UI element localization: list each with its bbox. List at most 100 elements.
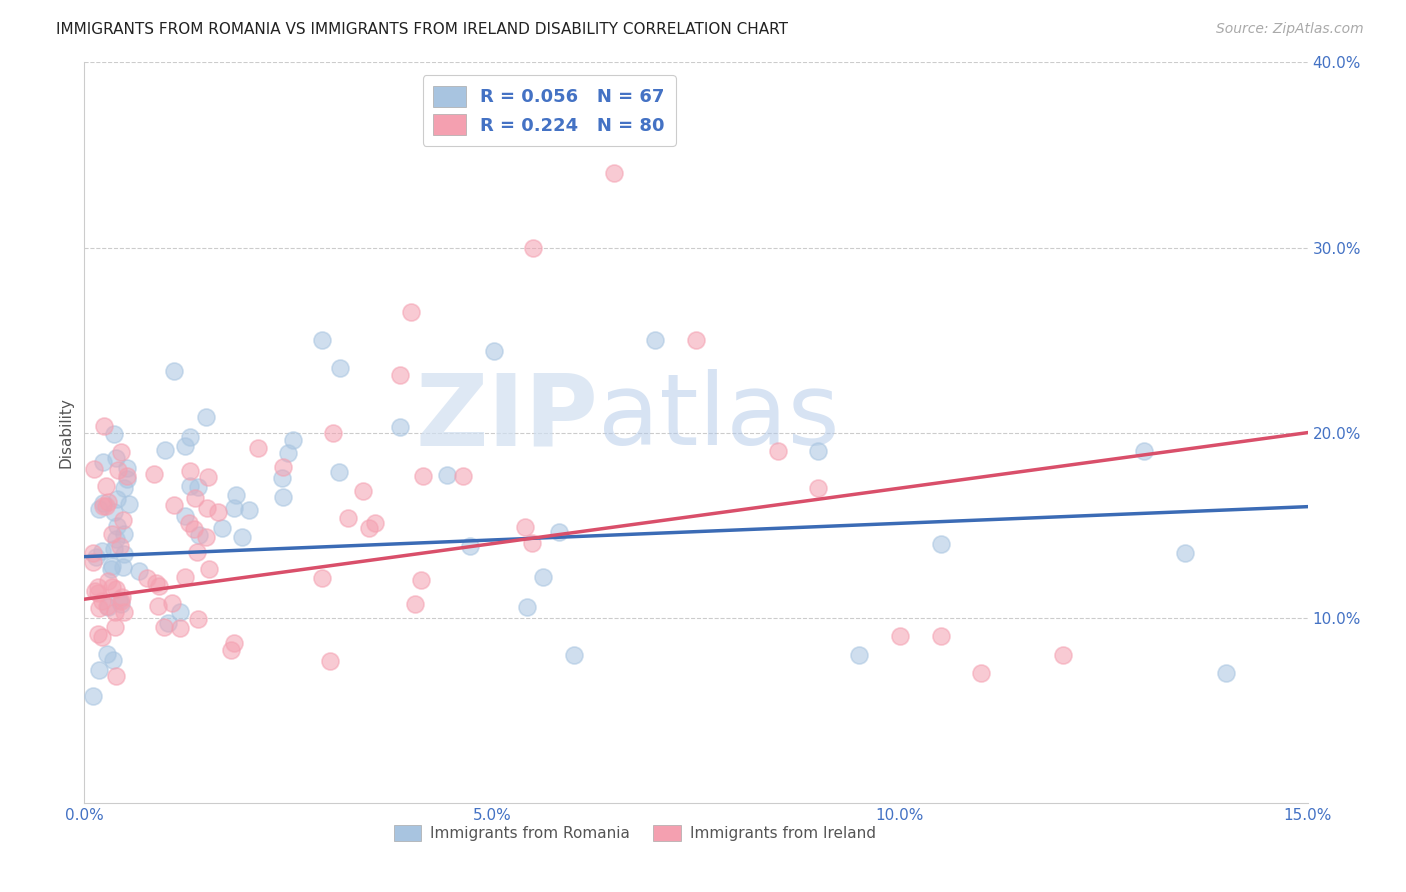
Point	[270, 471, 292, 485]
Point	[153, 619, 176, 633]
Point	[177, 516, 200, 531]
Point	[84, 550, 107, 565]
Point	[82, 555, 104, 569]
Point	[101, 559, 124, 574]
Point	[603, 166, 626, 180]
Point	[163, 364, 186, 378]
Point	[352, 484, 374, 499]
Point	[118, 497, 141, 511]
Point	[363, 516, 385, 531]
Point	[889, 629, 911, 643]
Point	[531, 569, 554, 583]
Point	[89, 663, 111, 677]
Point	[105, 491, 128, 506]
Y-axis label: Disability: Disability	[58, 397, 73, 468]
Point	[103, 541, 125, 556]
Point	[97, 574, 120, 588]
Point	[110, 597, 132, 611]
Point	[389, 368, 412, 382]
Point	[187, 480, 209, 494]
Point	[96, 647, 118, 661]
Point	[112, 481, 135, 495]
Point	[436, 468, 458, 483]
Point	[1215, 666, 1237, 681]
Point	[807, 481, 830, 495]
Point	[155, 442, 177, 457]
Point	[105, 451, 128, 466]
Point	[319, 654, 342, 668]
Point	[198, 562, 221, 576]
Point	[83, 461, 105, 475]
Point	[101, 580, 124, 594]
Point	[311, 333, 333, 347]
Point	[148, 579, 170, 593]
Point	[222, 501, 245, 516]
Point	[117, 472, 139, 486]
Point	[409, 573, 432, 587]
Point	[107, 463, 129, 477]
Point	[222, 636, 245, 650]
Point	[104, 668, 127, 682]
Point	[90, 594, 112, 608]
Point	[112, 548, 135, 562]
Point	[82, 546, 104, 560]
Point	[458, 539, 481, 553]
Text: atlas: atlas	[598, 369, 839, 467]
Point	[146, 599, 169, 613]
Point	[157, 616, 180, 631]
Point	[169, 621, 191, 635]
Point	[186, 545, 208, 559]
Point	[103, 505, 125, 519]
Point	[128, 564, 150, 578]
Point	[105, 519, 128, 533]
Point	[225, 487, 247, 501]
Point	[404, 597, 426, 611]
Point	[389, 420, 412, 434]
Point	[482, 343, 505, 358]
Point	[195, 410, 218, 425]
Point	[197, 470, 219, 484]
Point	[82, 689, 104, 703]
Point	[970, 666, 993, 681]
Point	[271, 490, 294, 504]
Point	[179, 479, 201, 493]
Point	[135, 570, 157, 584]
Point	[91, 455, 114, 469]
Point	[283, 434, 305, 448]
Point	[112, 527, 135, 541]
Point	[685, 333, 707, 347]
Point	[271, 460, 294, 475]
Point	[169, 605, 191, 619]
Point	[96, 599, 118, 614]
Point	[211, 521, 233, 535]
Point	[929, 629, 952, 643]
Point	[111, 590, 134, 604]
Point	[103, 426, 125, 441]
Point	[112, 605, 135, 619]
Point	[219, 643, 242, 657]
Point	[195, 500, 218, 515]
Point	[91, 543, 114, 558]
Point	[311, 570, 333, 584]
Point	[87, 580, 110, 594]
Point	[145, 576, 167, 591]
Point	[110, 445, 132, 459]
Point	[179, 464, 201, 478]
Point	[87, 585, 110, 599]
Point	[766, 444, 789, 458]
Point	[807, 444, 830, 458]
Point	[187, 528, 209, 542]
Point	[173, 439, 195, 453]
Point	[207, 505, 229, 519]
Point	[562, 648, 585, 662]
Point	[277, 446, 299, 460]
Point	[91, 631, 114, 645]
Point	[522, 240, 544, 255]
Point	[1174, 546, 1197, 560]
Point	[97, 494, 120, 508]
Point	[104, 620, 127, 634]
Point	[97, 600, 120, 615]
Point	[1052, 648, 1074, 662]
Point	[110, 539, 132, 553]
Point	[104, 605, 127, 619]
